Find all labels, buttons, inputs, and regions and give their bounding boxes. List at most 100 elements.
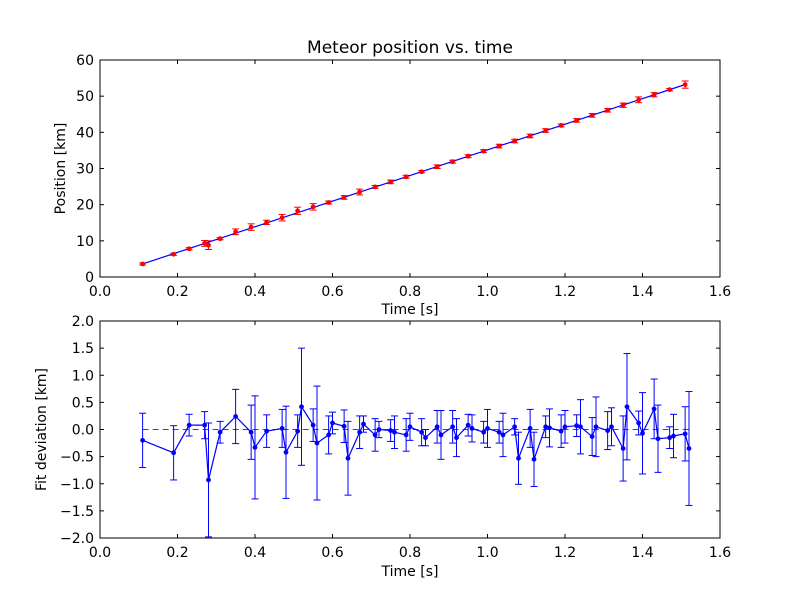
data-point — [295, 428, 301, 434]
x-tick-label: 1.6 — [709, 545, 731, 561]
x-tick-label: 1.4 — [631, 284, 653, 300]
data-point — [434, 424, 440, 430]
data-point — [485, 426, 490, 431]
data-point — [419, 429, 425, 435]
data-point — [202, 422, 208, 428]
data-point — [403, 174, 409, 180]
data-point — [326, 200, 332, 205]
data-point — [454, 435, 459, 441]
x-axis-label: Time [s] — [381, 564, 439, 580]
data-point — [624, 404, 630, 410]
data-point — [326, 432, 332, 438]
data-point — [330, 420, 335, 426]
data-point — [299, 404, 304, 410]
x-tick-label: 1.6 — [709, 284, 731, 300]
x-tick-label: 0.8 — [399, 545, 421, 561]
y-tick-label: 2.0 — [72, 314, 94, 330]
x-tick-label: 0.2 — [166, 545, 188, 561]
data-point — [372, 184, 378, 190]
data-point — [388, 428, 394, 433]
data-point — [423, 435, 428, 441]
x-tick-label: 0.4 — [244, 284, 266, 300]
data-point — [589, 434, 595, 439]
data-point — [140, 261, 146, 267]
x-tick-label: 1.2 — [554, 545, 576, 561]
data-point — [512, 424, 518, 430]
data-point — [376, 427, 382, 432]
series-line — [142, 405, 690, 481]
data-point — [589, 112, 595, 118]
data-point — [171, 450, 177, 456]
data-point — [283, 449, 289, 455]
y-axis-label: Fit deviation [km] — [34, 368, 50, 491]
data-point — [310, 204, 316, 210]
data-point — [341, 423, 347, 429]
data-point — [392, 429, 397, 435]
y-axis-ticks: 0 10 20 30 40 50 60 — [76, 53, 720, 286]
data-point — [357, 429, 363, 435]
data-point — [682, 82, 688, 87]
data-point — [558, 123, 564, 128]
data-point — [248, 224, 254, 230]
data-point — [578, 424, 583, 430]
data-point — [217, 429, 223, 435]
data-point — [562, 424, 568, 430]
y-tick-label: −0.5 — [60, 450, 94, 466]
data-point — [527, 133, 533, 139]
x-axis-ticks: 0.0 0.2 0.4 0.6 0.8 1.0 1.2 1.4 1.6 — [89, 60, 731, 300]
y-tick-label: 1.0 — [72, 368, 94, 384]
data-point — [341, 195, 347, 200]
y-tick-label: 60 — [76, 53, 94, 69]
x-tick-label: 1.4 — [631, 545, 653, 561]
x-tick-label: 1.0 — [476, 545, 498, 561]
plot-area — [99, 59, 721, 278]
x-tick-label: 0.0 — [89, 545, 111, 561]
data-point — [388, 179, 394, 185]
y-tick-label: −1.5 — [60, 504, 94, 520]
data-point — [496, 429, 502, 435]
data-point — [264, 428, 270, 434]
data-point — [248, 429, 254, 435]
data-point — [500, 432, 506, 438]
x-tick-label: 1.0 — [476, 284, 498, 300]
data-point — [574, 423, 580, 429]
data-point — [496, 143, 502, 149]
data-point — [686, 446, 692, 451]
chart-title: Meteor position vs. time — [307, 38, 513, 58]
data-point — [357, 189, 363, 195]
data-point — [512, 138, 518, 144]
deviation-chart: 0.0 0.2 0.4 0.6 0.8 1.0 1.2 1.4 1.6 −2.0 −1.5 −1.0… — [34, 314, 731, 580]
position-series — [139, 80, 689, 267]
x-axis-ticks: 0.0 0.2 0.4 0.6 0.8 1.0 1.2 1.4 1.6 — [89, 321, 731, 561]
data-point — [516, 455, 521, 461]
data-point — [233, 414, 239, 419]
data-point — [543, 424, 549, 430]
data-point — [279, 426, 285, 431]
y-tick-label: −1.0 — [60, 477, 94, 493]
data-point — [345, 455, 351, 461]
data-point — [372, 432, 378, 438]
data-point — [171, 251, 177, 257]
x-tick-label: 0.4 — [244, 545, 266, 561]
y-tick-label: 0.5 — [72, 395, 94, 411]
data-point — [279, 215, 285, 221]
data-point — [543, 128, 549, 133]
x-tick-label: 0.6 — [321, 545, 343, 561]
data-point — [465, 422, 471, 428]
data-point — [609, 424, 614, 430]
data-point — [527, 426, 533, 431]
data-point — [233, 229, 239, 235]
data-point — [620, 102, 626, 108]
y-tick-label: 0 — [85, 270, 94, 286]
y-tick-label: 1.5 — [72, 341, 94, 357]
data-point — [310, 422, 316, 428]
data-point — [469, 426, 475, 431]
y-tick-label: 40 — [76, 125, 94, 141]
data-point — [314, 440, 320, 446]
data-point — [605, 428, 611, 433]
data-point — [671, 433, 676, 439]
y-tick-label: 10 — [76, 234, 94, 250]
data-point — [605, 107, 611, 113]
data-point — [465, 153, 471, 159]
